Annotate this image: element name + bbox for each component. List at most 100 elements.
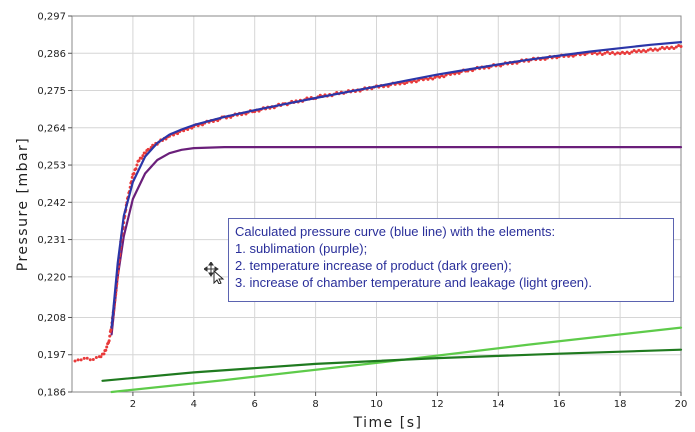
product-temperature-line	[101, 348, 683, 382]
data-point	[620, 50, 624, 54]
data-point	[94, 355, 98, 359]
data-point	[403, 82, 407, 86]
data-point	[623, 52, 627, 56]
data-point	[618, 52, 622, 56]
data-point	[651, 48, 655, 52]
data-point	[627, 51, 631, 55]
data-point	[665, 45, 669, 49]
data-point	[613, 52, 617, 56]
x-tick-label: 12	[431, 399, 444, 410]
data-point	[414, 80, 418, 84]
y-tick-label: 0,264	[37, 123, 66, 134]
data-point	[137, 159, 141, 163]
data-point	[658, 47, 662, 51]
annotation-line: Calculated pressure curve (blue line) wi…	[235, 224, 556, 239]
data-point	[104, 348, 108, 352]
data-point	[82, 356, 86, 360]
data-point	[677, 44, 681, 48]
data-point	[670, 45, 674, 49]
data-point	[135, 163, 139, 167]
data-point	[656, 48, 660, 52]
annotation-box: Calculated pressure curve (blue line) wi…	[228, 218, 674, 302]
data-point	[176, 132, 180, 136]
x-tick-label: 6	[252, 399, 258, 410]
x-tick-label: 8	[312, 399, 318, 410]
data-point	[130, 175, 134, 179]
x-tick-label: 16	[553, 399, 566, 410]
data-point	[646, 48, 650, 52]
y-tick-label: 0,197	[37, 350, 66, 361]
data-point	[102, 352, 106, 356]
data-point	[608, 52, 612, 56]
y-axis-title: Pressure [mbar]	[15, 137, 31, 272]
data-point	[426, 77, 430, 81]
data-point	[598, 51, 602, 55]
y-tick-label: 0,253	[37, 161, 66, 172]
calculated-pressure-line	[110, 41, 683, 329]
data-point	[105, 345, 109, 349]
data-point	[109, 328, 113, 332]
data-point	[438, 75, 442, 79]
data-point	[653, 47, 657, 51]
y-tick-label: 0,220	[37, 272, 66, 283]
data-point	[88, 358, 92, 362]
data-point	[201, 123, 204, 127]
data-point	[637, 48, 641, 52]
data-point	[595, 52, 599, 56]
data-point	[108, 334, 112, 338]
data-point	[410, 80, 414, 84]
x-tick-label: 10	[370, 399, 383, 410]
data-point	[649, 47, 653, 51]
data-point	[567, 54, 571, 58]
data-point	[421, 78, 425, 82]
data-point	[85, 356, 89, 360]
data-point	[134, 167, 138, 171]
x-axis-title: Time [s]	[353, 415, 423, 431]
data-point	[663, 47, 667, 51]
data-point	[667, 47, 671, 51]
data-point	[644, 50, 648, 54]
data-point	[630, 50, 634, 54]
data-point	[140, 156, 144, 160]
x-tick-label: 18	[614, 399, 627, 410]
data-point	[448, 72, 452, 76]
data-point	[583, 53, 587, 57]
data-point	[99, 355, 103, 359]
data-point	[610, 50, 614, 54]
x-tick-label: 20	[675, 399, 688, 410]
data-point	[632, 48, 636, 52]
annotation-line: 2. temperature increase of product (dark…	[235, 258, 512, 273]
data-point	[453, 72, 457, 76]
series-layer	[73, 41, 683, 394]
data-point	[73, 359, 77, 363]
data-point	[107, 339, 111, 343]
data-point	[141, 154, 145, 158]
data-point	[457, 71, 461, 75]
y-tick-label: 0,286	[37, 49, 66, 60]
data-point	[571, 54, 575, 58]
data-point	[442, 75, 446, 79]
annotation-line: 1. sublimation (purple);	[235, 241, 368, 256]
data-point	[132, 171, 136, 175]
data-point	[679, 44, 683, 48]
y-axis-ticks: 0,297 0,286 0,275 0,264 0,253 0,242 0,231 0,220…	[37, 12, 72, 399]
y-tick-label: 0,275	[37, 86, 66, 97]
y-tick-label: 0,208	[37, 313, 66, 324]
y-tick-label: 0,242	[37, 198, 66, 209]
data-point	[660, 45, 664, 49]
move-cursor-icon	[204, 262, 225, 284]
y-tick-label: 0,186	[37, 388, 66, 399]
data-point	[79, 358, 83, 362]
data-point	[634, 50, 638, 54]
data-point	[603, 51, 607, 55]
data-point	[616, 51, 620, 55]
data-point	[642, 48, 646, 52]
sublimation-line	[110, 146, 683, 336]
data-point	[76, 358, 80, 362]
data-point	[605, 50, 609, 54]
data-point	[405, 80, 409, 84]
data-point	[386, 84, 390, 88]
data-point	[431, 77, 435, 81]
data-point	[672, 46, 676, 50]
